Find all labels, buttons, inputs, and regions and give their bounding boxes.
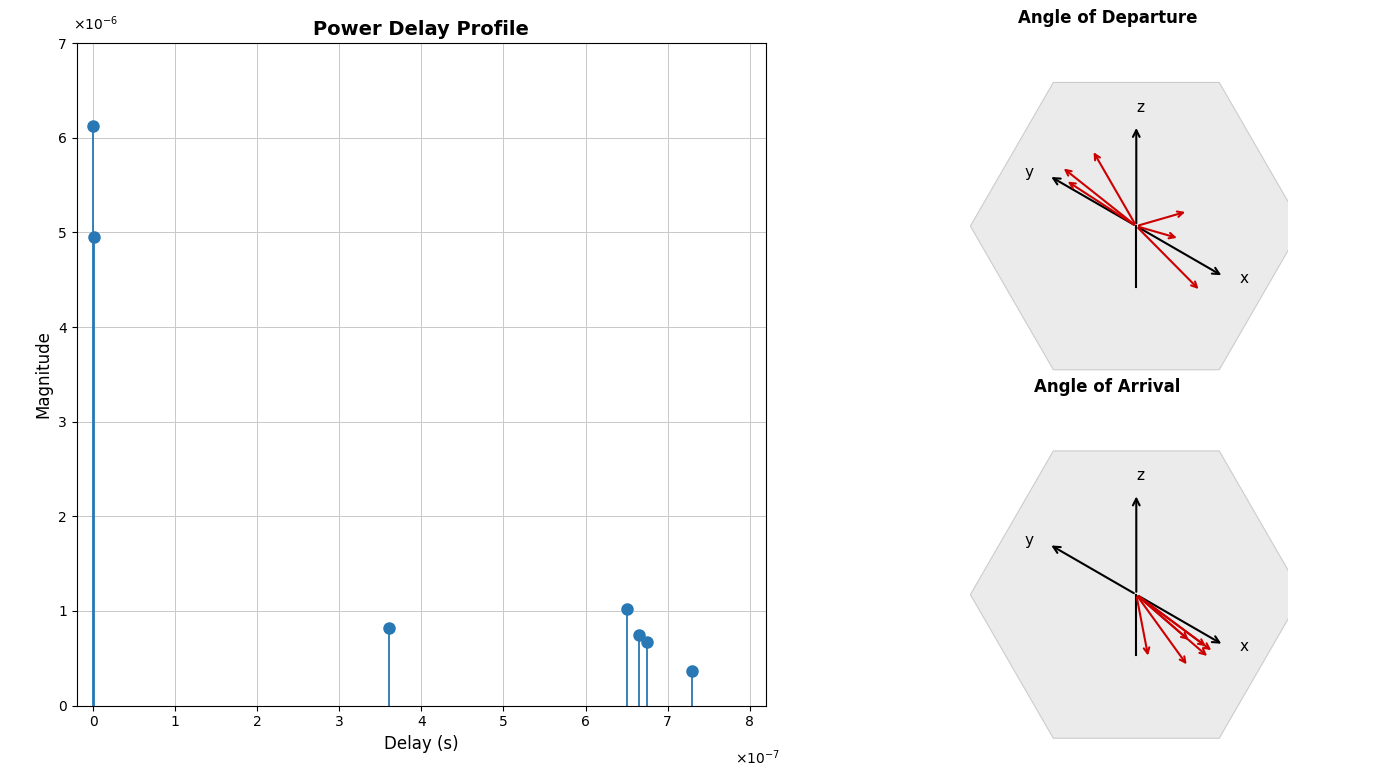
X-axis label: Delay (s): Delay (s)	[384, 735, 458, 753]
Polygon shape	[971, 82, 1302, 370]
Y-axis label: Magnitude: Magnitude	[35, 330, 53, 419]
Title: Power Delay Profile: Power Delay Profile	[313, 20, 529, 38]
Text: x: x	[1238, 271, 1248, 286]
Text: $\times10^{-7}$: $\times10^{-7}$	[736, 749, 780, 768]
Title: Angle of Departure: Angle of Departure	[1018, 9, 1197, 27]
Text: z: z	[1135, 468, 1144, 483]
Title: Angle of Arrival: Angle of Arrival	[1034, 378, 1181, 395]
Polygon shape	[971, 451, 1302, 739]
Text: y: y	[1024, 165, 1034, 180]
Text: x: x	[1238, 640, 1248, 655]
Text: z: z	[1135, 100, 1144, 114]
Text: $\times10^{-6}$: $\times10^{-6}$	[74, 15, 118, 33]
Text: y: y	[1024, 533, 1034, 548]
